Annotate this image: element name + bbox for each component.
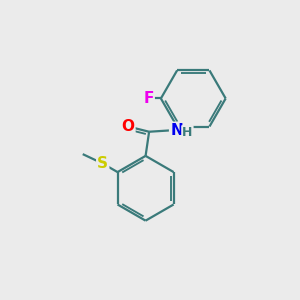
Text: F: F: [143, 91, 154, 106]
Text: N: N: [170, 123, 183, 138]
Text: O: O: [122, 119, 134, 134]
Text: S: S: [97, 156, 108, 171]
Text: H: H: [182, 126, 193, 139]
